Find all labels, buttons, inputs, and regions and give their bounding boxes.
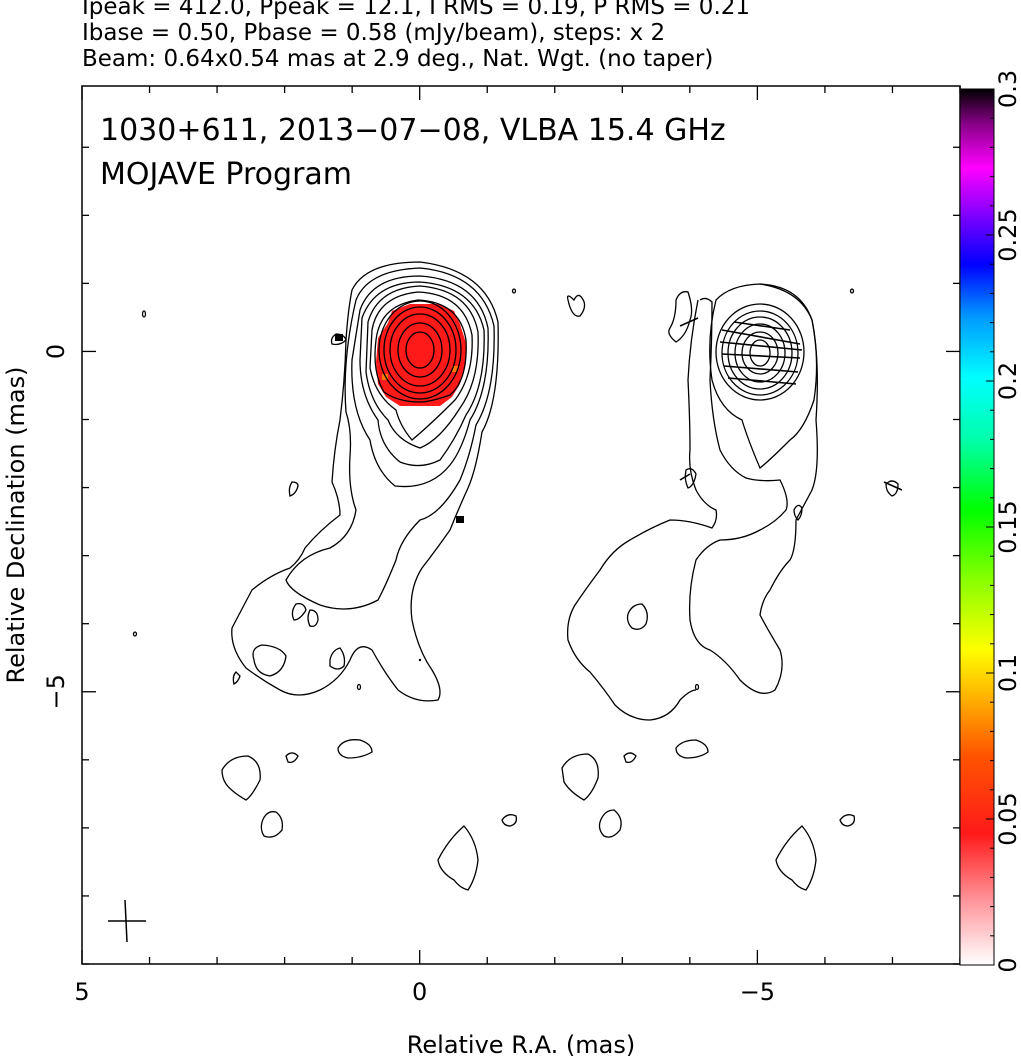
y-tick-label: −5 (42, 674, 70, 709)
y-axis-label: Relative Declination (mas) (2, 366, 30, 683)
plot-frame (81, 85, 961, 965)
x-tick-label: 0 (412, 978, 427, 1006)
colorbar-tick-label: 0.25 (994, 208, 1021, 261)
colorbar-tick-label: 0.15 (994, 500, 1021, 553)
stokes-i-contours (132, 261, 586, 891)
x-tick-label: 5 (74, 978, 89, 1006)
map-header: Ipeak = 412.0, Ppeak = 12.1, I RMS = 0.1… (82, 0, 750, 72)
header-beam-line: Beam: 0.64x0.54 mas at 2.9 deg., Nat. Wg… (82, 46, 714, 72)
plot-subtitle: MOJAVE Program (100, 157, 352, 192)
colorbar-tick-label: 0.2 (994, 362, 1021, 400)
colorbar-tick-label: 0.3 (994, 70, 1021, 108)
y-tick-label: 0 (42, 344, 70, 359)
header-peak-line: Ipeak = 412.0, Ppeak = 12.1, I RMS = 0.1… (82, 0, 751, 20)
colorbar: 0 0.05 0.1 0.15 0.2 0.25 0.3 (959, 70, 1021, 973)
x-axis-label: Relative R.A. (mas) (407, 1031, 635, 1059)
evpa-vectors (679, 317, 903, 491)
stokes-i-markers (335, 334, 464, 662)
plot-axes: 5 0 −5 0 −5 (42, 86, 961, 1006)
x-tick-label: −5 (740, 978, 775, 1006)
colorbar-tick-label: 0.1 (994, 654, 1021, 692)
header-base-line: Ibase = 0.50, Pbase = 0.58 (mJy/beam), s… (82, 20, 666, 46)
colorbar-tick-label: 0.05 (994, 792, 1021, 845)
colorbar-ticks: 0 0.05 0.1 0.15 0.2 0.25 0.3 (986, 70, 1021, 973)
beam-cross (108, 899, 146, 943)
plot-title: 1030+611, 2013−07−08, VLBA 15.4 GHz (100, 113, 726, 148)
colorbar-tick-label: 0 (994, 957, 1021, 972)
polarization-contours (561, 283, 899, 891)
